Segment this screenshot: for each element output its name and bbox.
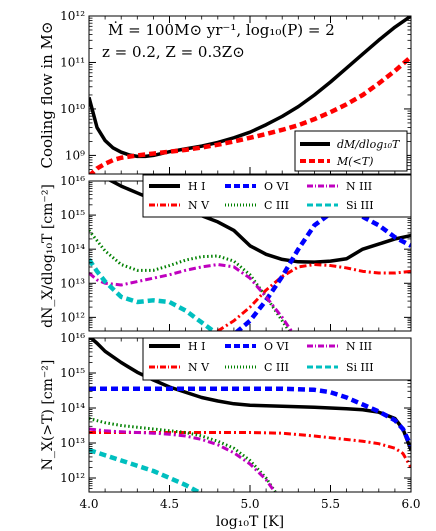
panel-dN-dlogT: 10¹² 10¹³ 10¹⁴ 10¹⁵ 10¹⁶ dN_X/dlog₁₀T [cm⁻²]…: [40, 174, 412, 332]
y-tick-label: 10¹⁶: [60, 174, 85, 188]
x-tick-label: 4.0: [79, 497, 98, 511]
x-tick-label: 6.0: [401, 497, 420, 511]
y-tick-label: 10¹¹: [60, 55, 85, 69]
series-line-si-iii: [89, 258, 217, 331]
y-tick-label: 10¹²: [60, 310, 85, 324]
panel-2-legend: H I O VI N III N V C III Si III: [142, 337, 412, 381]
series-line-m-t-: [89, 55, 411, 174]
series-line-n-v: [89, 431, 411, 469]
series-line-h-i: [107, 181, 411, 264]
panel-1-legend-label-NIII: N III: [346, 180, 372, 193]
panel-0-ticks: 10⁹ 10¹⁰ 10¹¹ 10¹²: [60, 9, 412, 175]
y-tick-label: 10¹²: [60, 9, 85, 23]
series-line-n-iii: [89, 263, 294, 331]
panel-0-series: [89, 16, 411, 174]
panel-2-legend-label-NV: N V: [188, 361, 210, 374]
panel-1-legend-label-OVI: O VI: [264, 180, 289, 193]
panel-1-legend-label-SiIII: Si III: [346, 199, 374, 212]
panel-2-legend-label-HI: H I: [188, 340, 205, 353]
x-tick-label: 4.5: [160, 497, 179, 511]
x-tick-label: 5.5: [321, 497, 340, 511]
series-line-n-iii: [89, 427, 277, 492]
panel-1-legend-label-NV: N V: [188, 199, 210, 212]
panel-cooling-flow: 10⁹ 10¹⁰ 10¹¹ 10¹² Ṁ = 100M⊙ yr⁻¹, log₁₀(P)…: [38, 9, 412, 175]
y-tick-label: 10¹³: [60, 276, 85, 290]
series-line-si-iii: [89, 447, 204, 492]
panel-2-legend-label-OVI: O VI: [264, 340, 289, 353]
panel-1-legend: H I O VI N III N V C III Si III: [142, 174, 412, 218]
panel-2-legend-label-CIII: C III: [264, 361, 289, 374]
y-tick-label: 10¹⁵: [60, 366, 85, 380]
series-line-o-vi: [89, 386, 411, 448]
panel-0-ylabel: Cooling flow in M⊙: [38, 22, 56, 169]
panel-0-legend-label-Mlt: M(<T): [336, 155, 373, 168]
panel-2-ylabel: N_X(>T) [cm⁻²]: [40, 360, 56, 471]
y-tick-label: 10¹⁵: [60, 208, 85, 222]
panel-N-gt-T: 10¹² 10¹³ 10¹⁴ 10¹⁵ 10¹⁶ 4.0 4.5 5.0 5.5 6.0 N_X(…: [40, 331, 421, 530]
series-line-dm-dlog-t: [89, 16, 411, 159]
y-tick-label: 10⁹: [65, 148, 85, 162]
panel-0-annotation-line-1: Ṁ = 100M⊙ yr⁻¹, log₁₀(P) = 2: [108, 21, 335, 39]
y-tick-label: 10¹⁴: [60, 242, 85, 256]
panel-1-ylabel: dN_X/dlog₁₀T [cm⁻²]: [40, 184, 56, 328]
series-line-n-v: [215, 263, 411, 331]
panel-0-annotation-line-2: z = 0.2, Z = 0.3Z⊙: [102, 43, 245, 61]
panel-1-legend-label-HI: H I: [188, 180, 205, 193]
panel-1-legend-label-CIII: C III: [264, 199, 289, 212]
x-tick-label: 5.0: [240, 497, 259, 511]
y-tick-label: 10¹³: [60, 436, 85, 450]
y-tick-label: 10¹⁶: [60, 331, 85, 345]
panel-2-series: [89, 338, 411, 492]
panel-0-legend-box: [294, 130, 408, 172]
panel-0-legend: dM/dlog₁₀T M(<T): [294, 130, 408, 172]
panel-2-xlabel: log₁₀T [K]: [216, 514, 284, 530]
y-tick-label: 10¹⁰: [60, 102, 85, 116]
series-line-c-iii: [89, 229, 291, 331]
y-tick-label: 10¹⁴: [60, 401, 85, 415]
y-tick-label: 10¹²: [60, 471, 85, 485]
panel-2-legend-box: [142, 337, 412, 381]
series-line-o-vi: [234, 207, 411, 331]
series-line-c-iii: [89, 417, 278, 492]
panel-0-frame: [88, 15, 412, 175]
panel-1-series: [89, 181, 411, 331]
panel-0-legend-label-dM: dM/dlog₁₀T: [337, 138, 401, 151]
panel-2-legend-label-SiIII: Si III: [346, 361, 374, 374]
panel-1-legend-box: [142, 174, 412, 218]
panel-2-legend-label-NIII: N III: [346, 340, 372, 353]
